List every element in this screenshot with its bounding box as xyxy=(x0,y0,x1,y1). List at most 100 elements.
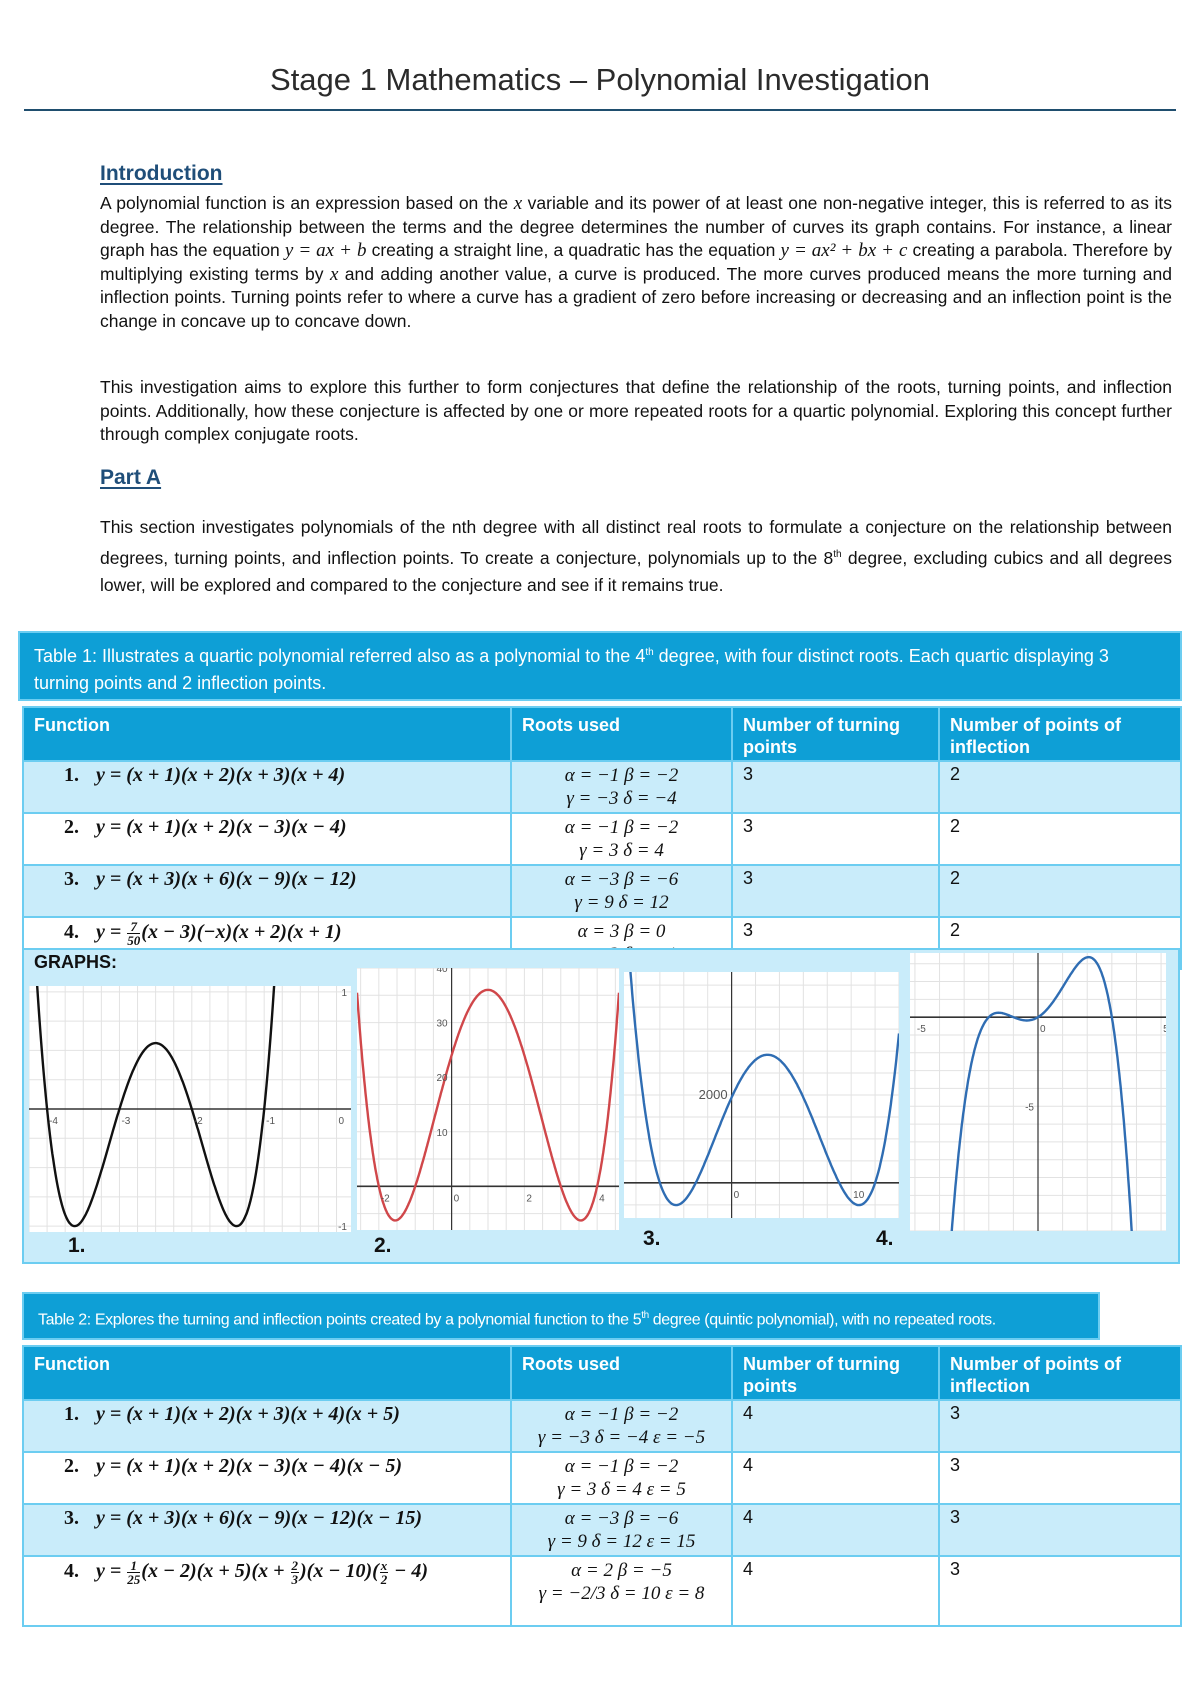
graph-label: 1. xyxy=(68,1234,86,1257)
numerator: 2 xyxy=(290,1558,299,1573)
turning-points-cell: 3 xyxy=(731,760,940,814)
expression-text: − 4) xyxy=(389,1560,429,1583)
graph-4: -5 0 5 -5 xyxy=(910,953,1166,1231)
function-cell: 2. y = (x + 1)(x + 2)(x − 3)(x − 4) xyxy=(22,812,512,866)
denominator: 50 xyxy=(127,933,141,948)
introduction-paragraph: A polynomial function is an expression b… xyxy=(100,192,1172,333)
inflection-points-cell: 3 xyxy=(938,1399,1182,1453)
expression-text: y = (x + 3)(x + 6)(x − 9)(x − 12) xyxy=(96,868,357,890)
caption-sup: th xyxy=(641,1310,649,1321)
text-segment: and adding another value, a curve is pro… xyxy=(100,263,1172,331)
function-curve xyxy=(357,988,619,1222)
x-tick-label: 0 xyxy=(454,1193,460,1204)
x-tick-label: 10 xyxy=(853,1190,865,1201)
turning-points-cell: 4 xyxy=(731,1451,940,1505)
expression-text: y = (x + 1)(x + 2)(x − 3)(x − 4)(x − 5) xyxy=(96,1455,403,1477)
x-tick-label: -3 xyxy=(121,1116,130,1127)
roots-line: γ = −3 δ = −4 ε = −5 xyxy=(537,1427,706,1448)
roots-line: γ = −3 δ = −4 xyxy=(566,788,677,809)
column-header: Function xyxy=(22,706,512,762)
table-row: 2. y = (x + 1)(x + 2)(x − 3)(x − 4)(x − 5… xyxy=(22,1451,1182,1505)
function-expression: y = (x + 1)(x + 2)(x + 3)(x + 4) xyxy=(96,764,345,786)
text-segment: creating a parabola. Therefore by multip… xyxy=(100,240,1173,284)
table-row: 2. y = (x + 1)(x + 2)(x − 3)(x − 4) α = −1… xyxy=(22,812,1182,866)
turning-points-cell: 3 xyxy=(731,812,940,866)
roots-cell: α = −3 β = −6 γ = 9 δ = 12 xyxy=(510,864,733,918)
x-tick-label: 0 xyxy=(1040,1024,1046,1035)
graph-label: 3. xyxy=(643,1227,661,1250)
investigation-aim-paragraph: This investigation aims to explore this … xyxy=(100,377,1172,444)
column-header: Roots used xyxy=(510,706,733,762)
column-header: Number of points of inflection xyxy=(938,1345,1182,1401)
expression-text: y = (x + 1)(x + 2)(x − 3)(x − 4) xyxy=(96,816,347,838)
roots-line: α = −1 β = −2 xyxy=(564,1456,679,1477)
part-a-paragraph: This section investigates polynomials of… xyxy=(100,514,1172,599)
caption-text-end: degree, with four distinct roots. Each q… xyxy=(34,646,1109,693)
fraction: 7 50 xyxy=(127,920,141,948)
table-1: Function Roots used Number of turning poin… xyxy=(22,706,1182,970)
table-2-caption: Table 2: Explores the turning and inflec… xyxy=(22,1292,1100,1340)
row-number: 4. xyxy=(64,1560,79,1583)
row-number: 1. xyxy=(64,1403,79,1425)
math-expression: y = ax² + bx + c xyxy=(780,240,908,261)
numerator: 7 xyxy=(127,920,141,934)
inflection-points-cell: 2 xyxy=(938,864,1182,918)
function-expression: y = 7 50 (x − 3)(−x)(x + 2)(x + 1) xyxy=(96,920,342,947)
roots-cell: α = −1 β = −2 γ = −3 δ = −4 ε = −5 xyxy=(510,1399,733,1453)
caption-sup: th xyxy=(645,647,654,658)
y-tick-label: 40 xyxy=(436,968,448,975)
roots-cell: α = −1 β = −2 γ = −3 δ = −4 xyxy=(510,760,733,814)
roots-line: α = 3 β = 0 xyxy=(577,921,666,942)
roots-line: α = −3 β = −6 xyxy=(564,1508,679,1529)
turning-points-cell: 4 xyxy=(731,1399,940,1453)
table-2: Function Roots used Number of turning poin… xyxy=(22,1345,1182,1627)
inflection-points-cell: 3 xyxy=(938,1503,1182,1557)
function-cell: 1. y = (x + 1)(x + 2)(x + 3)(x + 4)(x + 5… xyxy=(22,1399,512,1453)
inflection-points-cell: 3 xyxy=(938,1555,1182,1627)
graph-1: -4 -3 -2 -1 0 1 -1 xyxy=(29,986,351,1232)
expression-text: y = xyxy=(96,921,127,944)
caption-text-end: degree (quintic polynomial), with no rep… xyxy=(648,1311,996,1329)
column-header: Roots used xyxy=(510,1345,733,1401)
row-number: 4. xyxy=(64,921,79,944)
part-a-heading: Part A xyxy=(100,466,162,489)
part-a-text-end: degree, excluding cubics and all degrees… xyxy=(100,547,1173,595)
table-row: 4. y = 1 25 (x − 2)(x + 5)(x + 2 3)(x − 10)(… xyxy=(22,1555,1182,1627)
caption-text: Table 2: Explores the turning and inflec… xyxy=(38,1311,642,1329)
y-tick-label: 1 xyxy=(341,988,347,999)
row-number: 1. xyxy=(64,764,79,786)
graph-3: 0 10 2000 xyxy=(624,972,899,1218)
numerator: x xyxy=(379,1558,389,1573)
expression-text: y = (x + 1)(x + 2)(x + 3)(x + 4)(x + 5) xyxy=(96,1403,400,1425)
function-expression: y = (x + 1)(x + 2)(x − 3)(x − 4) xyxy=(96,816,347,838)
title-divider xyxy=(24,109,1176,111)
function-cell: 3. y = (x + 3)(x + 6)(x − 9)(x − 12)(x − … xyxy=(22,1503,512,1557)
function-expression: y = (x + 3)(x + 6)(x − 9)(x − 12)(x − 15… xyxy=(96,1507,422,1529)
x-tick-label: -2 xyxy=(381,1193,390,1204)
function-expression: y = 1 25 (x − 2)(x + 5)(x + 2 3)(x − 10)(x 2… xyxy=(96,1559,429,1586)
part-a-sup: th xyxy=(833,549,842,560)
graphs-label: GRAPHS: xyxy=(34,952,118,972)
x-tick-label: 5 xyxy=(1163,1024,1166,1035)
function-expression: y = (x + 1)(x + 2)(x + 3)(x + 4)(x + 5) xyxy=(96,1403,400,1425)
function-cell: 3. y = (x + 3)(x + 6)(x − 9)(x − 12) xyxy=(22,864,512,918)
column-header: Number of turning points xyxy=(731,1345,940,1401)
graph-label: 4. xyxy=(876,1227,894,1250)
function-cell: 2. y = (x + 1)(x + 2)(x − 3)(x − 4)(x − 5… xyxy=(22,1451,512,1505)
turning-points-cell: 4 xyxy=(731,1503,940,1557)
x-tick-label: -1 xyxy=(266,1116,275,1127)
x-tick-label: 4 xyxy=(599,1193,605,1204)
graph-label: 2. xyxy=(374,1234,392,1257)
turning-points-cell: 4 xyxy=(731,1555,940,1627)
function-expression: y = (x + 1)(x + 2)(x − 3)(x − 4)(x − 5) xyxy=(96,1455,402,1477)
x-tick-label: -5 xyxy=(917,1024,926,1035)
inflection-points-cell: 3 xyxy=(938,1451,1182,1505)
roots-cell: α = −1 β = −2 γ = 3 δ = 4 xyxy=(510,812,733,866)
expression-text: y = (x + 1)(x + 2)(x + 3)(x + 4) xyxy=(96,764,346,786)
expression-text: (x − 3)(−x)(x + 2)(x + 1) xyxy=(141,921,342,944)
y-tick-label: 30 xyxy=(436,1019,448,1030)
roots-line: α = −3 β = −6 xyxy=(564,869,679,890)
y-tick-label: 20 xyxy=(436,1073,448,1084)
